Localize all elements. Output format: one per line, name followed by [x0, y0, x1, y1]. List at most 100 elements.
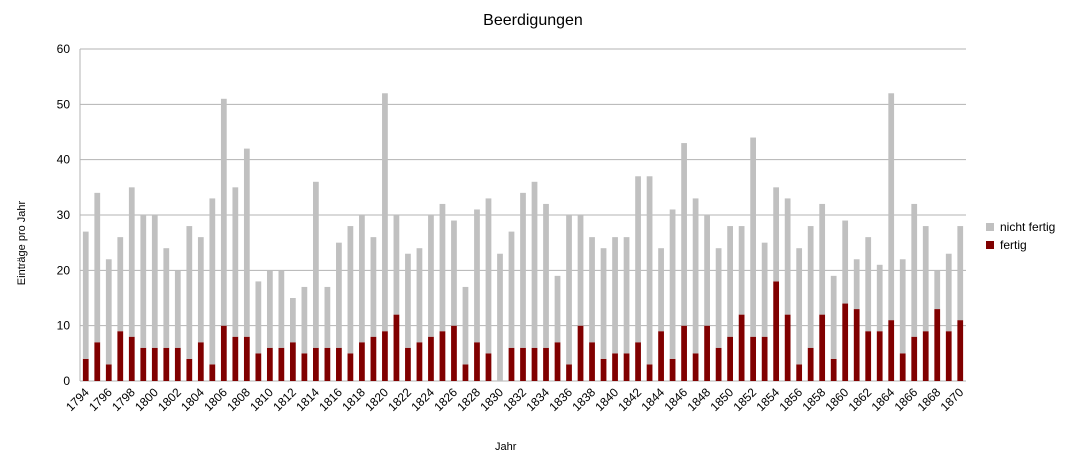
x-tick-label: 1844 [638, 385, 667, 414]
x-tick-label: 1836 [546, 385, 575, 414]
bar-nicht-fertig-1810 [266, 270, 273, 348]
bar-nicht-fertig-1848 [704, 215, 710, 326]
y-tick-label: 60 [57, 42, 71, 56]
bar-nicht-fertig-1830 [497, 253, 503, 381]
y-tick-label: 10 [57, 319, 71, 333]
bar-nicht-fertig-1844 [658, 248, 664, 332]
x-tick-label: 1812 [270, 385, 299, 414]
bar-fertig-1836 [566, 364, 572, 381]
bar-nicht-fertig-1819 [370, 237, 377, 337]
x-tick-label: 1818 [339, 385, 368, 414]
bar-fertig-1818 [359, 342, 365, 381]
bar-nicht-fertig-1814 [313, 181, 319, 348]
bar-nicht-fertig-1832 [520, 192, 526, 348]
x-tick-label: 1830 [477, 385, 506, 414]
bar-nicht-fertig-1845 [669, 209, 676, 359]
bar-fertig-1845 [669, 358, 676, 381]
bar-nicht-fertig-1827 [462, 286, 469, 365]
x-tick-label: 1816 [316, 385, 345, 414]
bar-nicht-fertig-1796 [105, 259, 112, 365]
x-tick-label: 1794 [63, 385, 92, 414]
bar-nicht-fertig-1855 [784, 198, 791, 315]
bar-fertig-1835 [554, 342, 561, 381]
bar-nicht-fertig-1829 [485, 198, 492, 354]
bar-fertig-1846 [681, 325, 687, 381]
x-tick-label: 1840 [592, 385, 621, 414]
bar-fertig-1798 [128, 336, 135, 381]
bar-fertig-1811 [278, 347, 285, 381]
bar-fertig-1865 [899, 353, 906, 381]
bar-fertig-1832 [520, 347, 526, 381]
x-tick-label: 1806 [201, 385, 230, 414]
bar-fertig-1847 [692, 353, 699, 381]
bar-fertig-1831 [508, 347, 515, 381]
bar-fertig-1797 [117, 331, 124, 381]
bar-fertig-1854 [773, 281, 780, 381]
bar-nicht-fertig-1837 [577, 215, 584, 326]
bar-nicht-fertig-1806 [220, 98, 227, 326]
bar-nicht-fertig-1803 [186, 226, 193, 359]
x-tick-label: 1864 [869, 385, 898, 414]
bar-nicht-fertig-1843 [646, 176, 653, 365]
bar-fertig-1813 [301, 353, 308, 381]
bar-nicht-fertig-1824 [428, 215, 434, 337]
bar-fertig-1800 [151, 347, 158, 381]
x-tick-label: 1846 [661, 385, 690, 414]
bar-fertig-1833 [531, 347, 538, 381]
y-tick-labels: 0 10 20 30 40 50 60 [57, 42, 71, 388]
x-tick-label: 1810 [247, 385, 276, 414]
bar-nicht-fertig-1839 [600, 248, 607, 359]
bar-nicht-fertig-1794 [82, 231, 89, 359]
y-tick-label: 20 [57, 263, 71, 277]
x-tick-label: 1832 [500, 385, 529, 414]
bar-fertig-1806 [220, 325, 227, 381]
bar-nicht-fertig-1849 [715, 248, 722, 348]
bar-nicht-fertig-1801 [163, 248, 170, 348]
x-tick-label: 1804 [178, 385, 207, 414]
bar-fertig-1804 [197, 342, 204, 381]
bar-fertig-1828 [474, 342, 480, 381]
y-axis-label: Einträge pro Jahr [16, 200, 28, 285]
bar-fertig-1862 [865, 331, 872, 381]
legend-label-nicht-fertig: nicht fertig [1000, 220, 1056, 234]
x-tick-label: 1852 [730, 385, 759, 414]
x-tick-label: 1814 [293, 385, 322, 414]
bar-fertig-1864 [888, 320, 895, 381]
bar-nicht-fertig-1836 [566, 215, 572, 365]
bar-nicht-fertig-1842 [635, 176, 641, 343]
bar-fertig-1824 [428, 336, 434, 381]
bar-nicht-fertig-1866 [911, 203, 918, 337]
bar-nicht-fertig-1798 [128, 187, 135, 337]
bar-nicht-fertig-1807 [232, 187, 239, 337]
bar-fertig-1826 [451, 325, 457, 381]
bar-nicht-fertig-1802 [174, 270, 181, 348]
bar-nicht-fertig-1823 [416, 248, 423, 343]
bar-nicht-fertig-1841 [623, 237, 630, 354]
bar-fertig-1805 [209, 364, 216, 381]
bar-nicht-fertig-1860 [842, 220, 849, 304]
bar-fertig-1850 [727, 336, 733, 381]
legend-swatch-nicht-fertig [986, 223, 994, 231]
bar-nicht-fertig-1862 [865, 237, 872, 332]
bar-nicht-fertig-1846 [681, 143, 687, 326]
y-tick-label: 40 [57, 153, 71, 167]
bar-nicht-fertig-1821 [393, 215, 400, 315]
bars [82, 93, 964, 381]
bar-fertig-1857 [807, 347, 814, 381]
bar-fertig-1821 [393, 314, 400, 381]
bar-nicht-fertig-1822 [405, 253, 411, 348]
x-tick-label: 1848 [684, 385, 713, 414]
bar-fertig-1815 [324, 347, 331, 381]
bar-nicht-fertig-1799 [140, 215, 147, 348]
bar-fertig-1863 [876, 331, 883, 381]
bar-fertig-1844 [658, 331, 664, 381]
bar-nicht-fertig-1853 [761, 242, 768, 337]
bar-fertig-1820 [382, 331, 388, 381]
x-tick-label: 1796 [86, 385, 115, 414]
bar-nicht-fertig-1861 [853, 259, 860, 310]
bar-nicht-fertig-1811 [278, 270, 285, 348]
bar-nicht-fertig-1847 [692, 198, 699, 354]
x-tick-label: 1842 [615, 385, 644, 414]
bar-nicht-fertig-1859 [830, 275, 837, 359]
bar-nicht-fertig-1852 [750, 137, 757, 337]
